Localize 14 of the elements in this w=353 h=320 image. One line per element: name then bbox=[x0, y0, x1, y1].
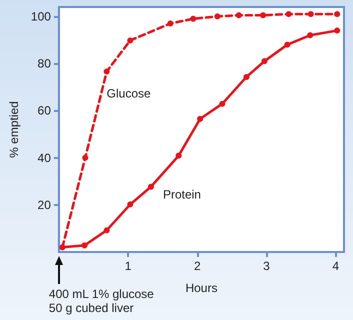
series-label: Glucose bbox=[106, 86, 152, 101]
y-tick-label: 80 bbox=[38, 56, 52, 71]
x-tick-label: 3 bbox=[263, 259, 270, 273]
x-tick-label: 2 bbox=[194, 259, 201, 273]
y-tick-label: 100 bbox=[30, 9, 52, 24]
x-tick-label: 4 bbox=[332, 259, 340, 273]
text: 400 mL 1% glucose 50 g cubed liver bbox=[48, 287, 154, 315]
y-tick-label: 60 bbox=[38, 104, 52, 118]
y-tick-label: 20 bbox=[38, 198, 52, 212]
y-axis-title: % emptied bbox=[7, 101, 21, 158]
y-tick-label: 40 bbox=[38, 150, 52, 165]
x-tick-label: 1 bbox=[124, 259, 132, 273]
x-axis-title: Hours bbox=[185, 281, 218, 295]
series-label: Protein bbox=[162, 188, 201, 202]
